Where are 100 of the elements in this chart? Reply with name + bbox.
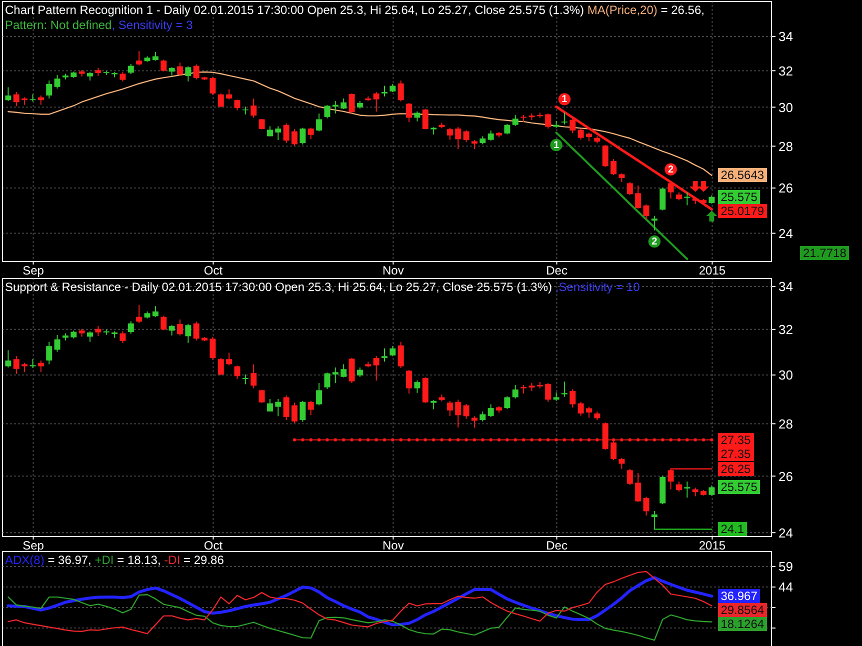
candlestick xyxy=(668,182,674,200)
candlestick xyxy=(275,126,282,141)
candlestick xyxy=(512,384,518,399)
candlestick xyxy=(602,144,608,168)
candlestick xyxy=(128,64,134,75)
line-series xyxy=(555,105,713,211)
text: -DI xyxy=(164,553,180,567)
candlestick xyxy=(570,118,576,134)
y-tick-label: 44 xyxy=(778,580,793,595)
candlestick xyxy=(586,406,592,418)
candlestick xyxy=(348,92,355,114)
candlestick xyxy=(234,365,240,380)
candlestick xyxy=(446,127,453,140)
x-tick-label: Dec xyxy=(546,264,568,278)
candlestick xyxy=(5,86,12,102)
x-tick-label: Dec xyxy=(546,538,568,552)
candlestick xyxy=(463,130,470,143)
candlestick xyxy=(176,62,183,76)
candlestick xyxy=(348,357,355,384)
candlestick xyxy=(54,74,60,90)
candlestick xyxy=(38,94,44,106)
text: +DI xyxy=(94,553,114,567)
candlestick xyxy=(38,360,44,373)
y-tick-label: 26 xyxy=(778,468,793,484)
candlestick xyxy=(406,370,412,394)
data-label: 27.35 xyxy=(718,432,754,447)
candlestick xyxy=(226,88,232,100)
candlestick xyxy=(414,380,420,394)
line-series xyxy=(8,594,712,641)
data-label: 26.25 xyxy=(718,462,754,476)
candlestick xyxy=(120,330,126,344)
data-label: 18.1264 xyxy=(718,617,768,632)
candlestick xyxy=(136,304,142,324)
candlestick xyxy=(324,372,330,390)
y-tick-label: 30 xyxy=(778,368,793,383)
candlestick xyxy=(455,399,462,428)
annotation: 2 xyxy=(652,236,658,248)
text: Pattern: Not defined xyxy=(5,18,112,32)
candlestick xyxy=(95,326,102,336)
candlestick xyxy=(185,66,192,82)
candlestick xyxy=(46,341,52,365)
candlestick xyxy=(504,396,510,410)
candlestick xyxy=(381,348,388,362)
candlestick xyxy=(13,91,20,107)
candlestick xyxy=(266,126,273,137)
candlestick xyxy=(210,336,216,360)
candlestick xyxy=(430,400,437,410)
y-tick-label: 32 xyxy=(778,322,793,338)
candlestick xyxy=(308,127,314,140)
candlestick xyxy=(488,130,494,142)
y-tick-label: 26 xyxy=(778,180,793,196)
candlestick xyxy=(300,400,306,422)
annotation: 2 xyxy=(668,164,674,176)
candlestick xyxy=(168,324,175,336)
line-series xyxy=(555,132,688,260)
candlestick xyxy=(578,128,584,140)
candlestick xyxy=(152,306,158,318)
y-tick-label: 32 xyxy=(778,63,793,78)
candlestick xyxy=(87,330,93,342)
candlestick xyxy=(578,401,584,416)
annotation: = 18.13, xyxy=(117,553,161,567)
y-tick-label: 28 xyxy=(778,138,793,154)
candlestick xyxy=(406,102,412,122)
candlestick xyxy=(308,400,314,416)
y-tick-label: 34 xyxy=(778,279,793,294)
candlestick xyxy=(242,374,248,385)
candlestick xyxy=(545,382,552,402)
candlestick xyxy=(684,192,690,206)
annotation: 25.575 xyxy=(718,190,760,204)
candlestick xyxy=(176,318,183,336)
candlestick xyxy=(46,80,52,99)
x-tick-label: Oct xyxy=(204,538,224,552)
candlestick xyxy=(275,398,282,417)
candlestick xyxy=(660,187,666,211)
candlestick xyxy=(373,356,380,382)
candlestick xyxy=(545,113,552,130)
candlestick xyxy=(136,50,142,66)
x-tick-label: Sep xyxy=(22,538,44,552)
candlestick xyxy=(708,484,715,496)
candlestick xyxy=(193,321,200,341)
candlestick xyxy=(332,366,338,384)
candlestick xyxy=(185,324,192,344)
candlestick xyxy=(160,59,167,72)
candlestick xyxy=(398,80,404,102)
candlestick xyxy=(218,92,224,108)
y-tick-label: 59 xyxy=(778,559,793,574)
candlestick xyxy=(471,140,478,150)
text: 21.7718 xyxy=(800,246,850,260)
data-label: 36.967 xyxy=(718,589,760,604)
candlestick xyxy=(300,127,306,145)
candlestick xyxy=(570,388,576,408)
candlestick xyxy=(626,182,633,196)
candlestick xyxy=(13,356,20,374)
candlestick xyxy=(455,126,462,150)
point xyxy=(706,210,718,222)
point xyxy=(698,180,709,192)
candlestick xyxy=(292,402,298,424)
annotation: 27.35 xyxy=(718,446,754,461)
annotation: 1 xyxy=(553,140,560,152)
candlestick xyxy=(643,204,650,220)
